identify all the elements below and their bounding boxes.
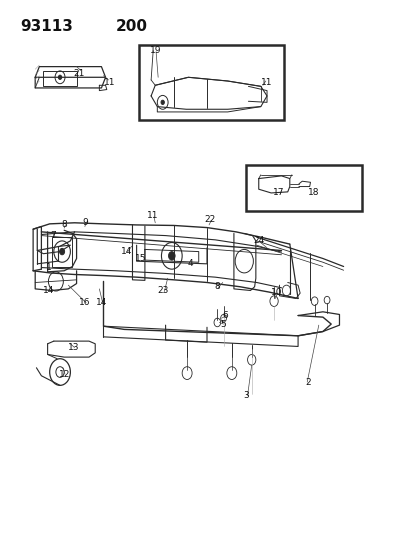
Text: 13: 13 [68, 343, 79, 352]
Text: 15: 15 [135, 254, 146, 263]
Text: 3: 3 [243, 391, 249, 400]
Text: 11: 11 [104, 78, 115, 87]
Text: 9: 9 [82, 218, 88, 227]
Text: 19: 19 [149, 46, 161, 55]
Text: 7: 7 [50, 231, 56, 240]
Text: 1: 1 [46, 263, 52, 272]
Circle shape [59, 248, 64, 255]
Text: 6: 6 [222, 311, 228, 320]
Text: 4: 4 [187, 260, 193, 268]
Text: 22: 22 [204, 215, 216, 224]
Text: 10: 10 [270, 288, 282, 296]
Text: 8: 8 [214, 282, 220, 291]
Text: 14: 14 [43, 286, 55, 295]
Text: 200: 200 [116, 19, 147, 34]
Circle shape [168, 252, 175, 260]
Bar [246, 165, 361, 211]
Text: 5: 5 [219, 320, 225, 328]
Text: 16: 16 [79, 298, 90, 307]
Bar [52, 237, 71, 266]
Text: 14: 14 [95, 298, 107, 307]
Text: 11: 11 [147, 212, 159, 220]
Text: 14: 14 [120, 247, 132, 256]
Circle shape [58, 75, 62, 79]
Circle shape [161, 100, 164, 104]
Text: 17: 17 [272, 189, 283, 197]
Text: 18: 18 [307, 189, 319, 197]
Text: 24: 24 [252, 237, 264, 245]
Text: 93113: 93113 [21, 19, 74, 34]
Text: 23: 23 [157, 286, 169, 295]
Bar [138, 45, 283, 120]
Text: 21: 21 [73, 69, 84, 78]
Text: 11: 11 [261, 78, 272, 87]
Text: 8: 8 [61, 221, 67, 229]
Bar [43, 71, 76, 86]
Text: 2: 2 [305, 378, 311, 387]
Text: 12: 12 [58, 370, 70, 378]
